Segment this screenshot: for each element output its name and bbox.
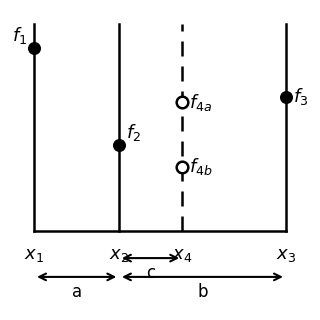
- Point: [180, 100, 185, 105]
- Text: $f_2$: $f_2$: [126, 122, 141, 142]
- Text: $f_1$: $f_1$: [12, 25, 27, 46]
- Point: [180, 164, 185, 169]
- Text: $x_4$: $x_4$: [172, 246, 192, 264]
- Text: c: c: [146, 264, 155, 282]
- Text: $f_{4a}$: $f_{4a}$: [189, 92, 212, 113]
- Text: $f_{4b}$: $f_{4b}$: [189, 156, 213, 177]
- Point: [116, 143, 122, 148]
- Point: [32, 46, 37, 51]
- Text: a: a: [72, 283, 82, 301]
- Text: $x_3$: $x_3$: [276, 246, 296, 264]
- Text: b: b: [197, 283, 208, 301]
- Text: $x_2$: $x_2$: [109, 246, 129, 264]
- Text: $x_1$: $x_1$: [24, 246, 44, 264]
- Text: $f_3$: $f_3$: [293, 86, 308, 107]
- Point: [283, 94, 288, 100]
